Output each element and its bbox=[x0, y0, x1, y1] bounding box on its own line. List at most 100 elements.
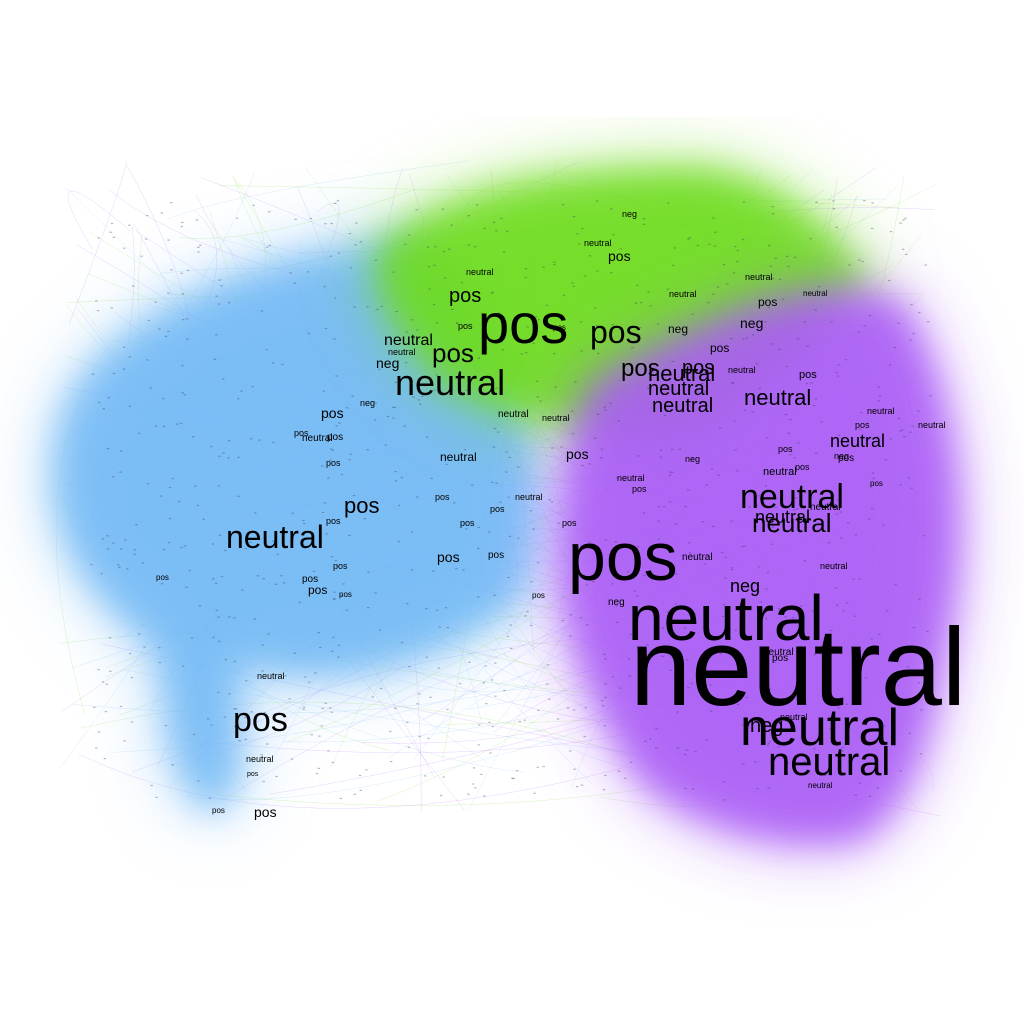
node bbox=[800, 736, 803, 738]
node-label-neutral: neutral bbox=[388, 347, 416, 357]
node bbox=[261, 670, 264, 672]
node bbox=[778, 348, 781, 351]
node bbox=[604, 539, 607, 541]
node bbox=[508, 535, 512, 537]
node bbox=[228, 440, 231, 442]
node bbox=[876, 436, 880, 438]
node bbox=[572, 216, 576, 218]
node bbox=[143, 646, 146, 648]
node-label-neutral: neutral bbox=[669, 289, 697, 299]
node bbox=[647, 291, 650, 293]
node bbox=[610, 272, 613, 274]
node bbox=[686, 659, 689, 661]
node bbox=[688, 237, 691, 239]
node bbox=[312, 570, 316, 572]
node bbox=[600, 457, 603, 459]
node-label-neutral: neutral bbox=[652, 395, 713, 417]
node bbox=[595, 325, 599, 327]
node bbox=[275, 583, 278, 585]
node bbox=[158, 647, 161, 649]
node bbox=[723, 799, 726, 801]
node bbox=[331, 761, 335, 764]
node bbox=[871, 508, 874, 510]
node bbox=[425, 608, 428, 610]
node bbox=[180, 422, 183, 424]
node bbox=[190, 637, 194, 639]
node bbox=[324, 702, 327, 704]
node bbox=[331, 650, 334, 652]
node bbox=[901, 248, 905, 250]
node bbox=[575, 786, 579, 788]
node bbox=[835, 604, 839, 606]
node bbox=[233, 660, 236, 663]
node bbox=[917, 682, 920, 684]
node bbox=[840, 537, 843, 539]
node bbox=[734, 449, 737, 451]
node bbox=[534, 316, 538, 318]
node bbox=[730, 338, 733, 340]
node bbox=[193, 733, 196, 736]
node bbox=[106, 448, 110, 450]
node bbox=[863, 200, 866, 202]
node bbox=[147, 319, 151, 322]
node-label-neutral: neutral bbox=[257, 671, 285, 681]
node bbox=[641, 696, 644, 698]
node-label-pos: pos bbox=[799, 369, 817, 381]
node bbox=[118, 566, 121, 568]
node bbox=[578, 243, 581, 245]
node bbox=[186, 338, 189, 340]
node bbox=[745, 696, 748, 699]
node bbox=[912, 333, 915, 335]
node bbox=[250, 438, 253, 440]
node bbox=[556, 718, 560, 720]
node bbox=[471, 783, 475, 785]
node bbox=[211, 578, 215, 580]
node bbox=[260, 754, 263, 756]
node-label-pos: pos bbox=[568, 519, 678, 595]
node bbox=[880, 736, 884, 739]
node bbox=[729, 628, 732, 630]
node bbox=[820, 421, 823, 423]
node-label-neg: neg bbox=[740, 315, 763, 331]
node bbox=[483, 227, 486, 230]
node bbox=[335, 565, 339, 567]
node bbox=[101, 538, 105, 540]
node bbox=[477, 547, 480, 550]
node bbox=[181, 365, 184, 367]
node bbox=[666, 288, 670, 290]
node bbox=[574, 381, 577, 383]
node bbox=[859, 428, 862, 430]
node bbox=[276, 553, 279, 555]
node bbox=[98, 401, 101, 403]
node bbox=[334, 297, 337, 299]
node bbox=[533, 792, 536, 794]
node bbox=[358, 774, 362, 777]
edge bbox=[81, 701, 670, 771]
node bbox=[433, 264, 436, 266]
node bbox=[532, 528, 535, 530]
node bbox=[824, 774, 827, 776]
node-label-neutral: neutral bbox=[768, 740, 890, 784]
node bbox=[712, 525, 715, 527]
node bbox=[748, 506, 751, 508]
node bbox=[636, 595, 639, 597]
node bbox=[198, 605, 202, 607]
node bbox=[438, 626, 442, 628]
node bbox=[222, 378, 225, 380]
node bbox=[459, 683, 462, 685]
node bbox=[894, 584, 897, 586]
node bbox=[349, 267, 352, 269]
node bbox=[432, 304, 436, 306]
node bbox=[135, 524, 138, 526]
node bbox=[804, 291, 807, 293]
node-label-pos: pos bbox=[621, 355, 660, 382]
node bbox=[512, 778, 515, 780]
node bbox=[594, 437, 597, 439]
node bbox=[394, 381, 397, 383]
node bbox=[456, 322, 459, 324]
node-label-pos: pos bbox=[478, 292, 568, 355]
node bbox=[566, 707, 570, 709]
node bbox=[290, 758, 294, 760]
node bbox=[510, 647, 513, 650]
node bbox=[147, 483, 150, 485]
